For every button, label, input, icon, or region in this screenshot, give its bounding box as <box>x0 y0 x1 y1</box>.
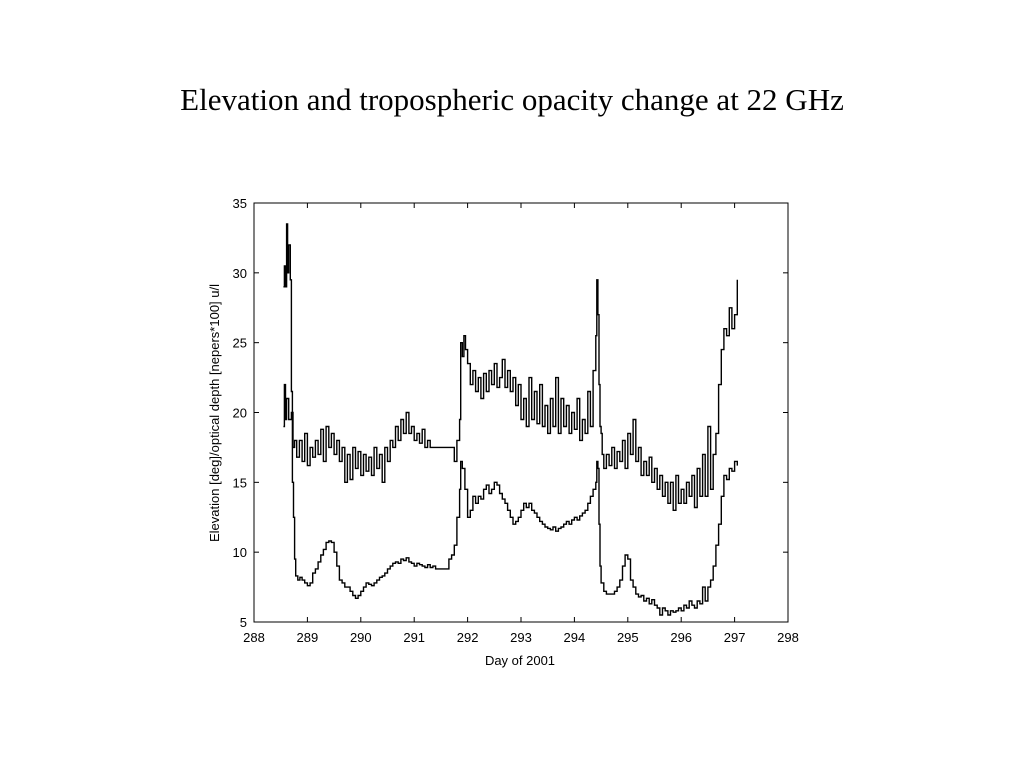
x-tick-label: 293 <box>510 630 532 645</box>
y-tick-label: 30 <box>233 266 247 281</box>
y-tick-label: 15 <box>233 475 247 490</box>
x-tick-label: 294 <box>564 630 586 645</box>
x-tick-label: 291 <box>403 630 425 645</box>
series-layer <box>283 223 738 616</box>
y-tick-label: 25 <box>233 336 247 351</box>
x-tick-label: 290 <box>350 630 372 645</box>
y-tick-label: 20 <box>233 406 247 421</box>
x-tick-label: 298 <box>777 630 799 645</box>
series-line-1 <box>283 279 738 511</box>
slide-title: Elevation and tropospheric opacity chang… <box>180 82 844 117</box>
x-tick-label: 289 <box>297 630 319 645</box>
y-axis-label: Elevation [deg]/optical depth [nepers*10… <box>207 284 222 542</box>
y-tick-label: 10 <box>233 545 247 560</box>
y-tick-label: 35 <box>233 196 247 211</box>
x-axis-label: Day of 2001 <box>485 653 555 668</box>
x-tick-label: 297 <box>724 630 746 645</box>
y-tick-label: 5 <box>240 615 247 630</box>
x-axis: 288 289 290 291 292 293 294 295 296 297 298 <box>243 203 799 645</box>
x-tick-label: 295 <box>617 630 639 645</box>
x-tick-label: 288 <box>243 630 265 645</box>
series-line-2 <box>283 223 738 616</box>
x-tick-label: 296 <box>670 630 692 645</box>
x-tick-label: 292 <box>457 630 479 645</box>
y-axis: 5 10 15 20 25 30 35 <box>233 196 788 630</box>
